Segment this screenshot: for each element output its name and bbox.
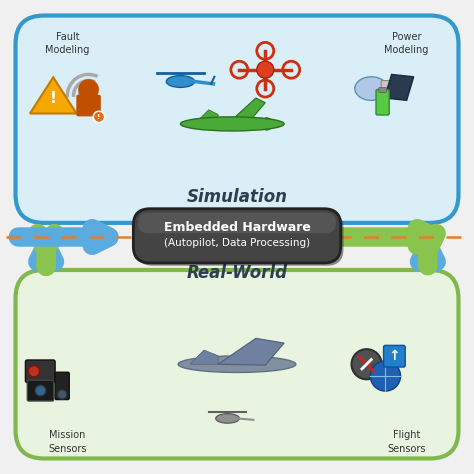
FancyBboxPatch shape xyxy=(16,270,458,458)
Text: !: ! xyxy=(50,91,57,107)
Text: Simulation: Simulation xyxy=(186,188,288,206)
Text: Flight
Sensors: Flight Sensors xyxy=(387,430,426,454)
Text: Fault
Modeling: Fault Modeling xyxy=(45,32,90,55)
FancyBboxPatch shape xyxy=(16,16,458,223)
FancyBboxPatch shape xyxy=(133,209,341,263)
Circle shape xyxy=(93,111,105,122)
Circle shape xyxy=(370,361,401,391)
Text: Embedded Hardware: Embedded Hardware xyxy=(164,221,310,234)
FancyBboxPatch shape xyxy=(136,211,344,266)
FancyBboxPatch shape xyxy=(381,81,396,97)
Circle shape xyxy=(78,79,99,100)
Text: Mission
Sensors: Mission Sensors xyxy=(48,430,87,454)
FancyBboxPatch shape xyxy=(27,380,54,401)
FancyBboxPatch shape xyxy=(55,372,69,400)
Circle shape xyxy=(28,365,39,377)
FancyBboxPatch shape xyxy=(26,360,55,383)
Polygon shape xyxy=(190,350,218,364)
Ellipse shape xyxy=(355,77,388,100)
Text: !: ! xyxy=(97,114,100,120)
Circle shape xyxy=(352,349,382,379)
Text: (Autopilot, Data Processing): (Autopilot, Data Processing) xyxy=(164,238,310,248)
Ellipse shape xyxy=(216,414,239,423)
Polygon shape xyxy=(195,110,218,124)
FancyBboxPatch shape xyxy=(383,346,405,367)
Text: Power
Modeling: Power Modeling xyxy=(384,32,429,55)
Ellipse shape xyxy=(181,117,284,131)
Polygon shape xyxy=(228,98,265,125)
FancyBboxPatch shape xyxy=(376,90,389,115)
FancyBboxPatch shape xyxy=(379,88,386,92)
FancyBboxPatch shape xyxy=(76,95,101,117)
Polygon shape xyxy=(218,338,284,365)
Ellipse shape xyxy=(178,356,296,373)
FancyBboxPatch shape xyxy=(138,212,336,233)
Text: Real-World: Real-World xyxy=(186,264,288,282)
Circle shape xyxy=(257,61,274,78)
Polygon shape xyxy=(30,77,76,114)
Text: ↑: ↑ xyxy=(389,349,400,363)
Circle shape xyxy=(57,390,67,399)
Circle shape xyxy=(36,385,46,396)
Polygon shape xyxy=(384,74,414,100)
Ellipse shape xyxy=(166,76,195,87)
